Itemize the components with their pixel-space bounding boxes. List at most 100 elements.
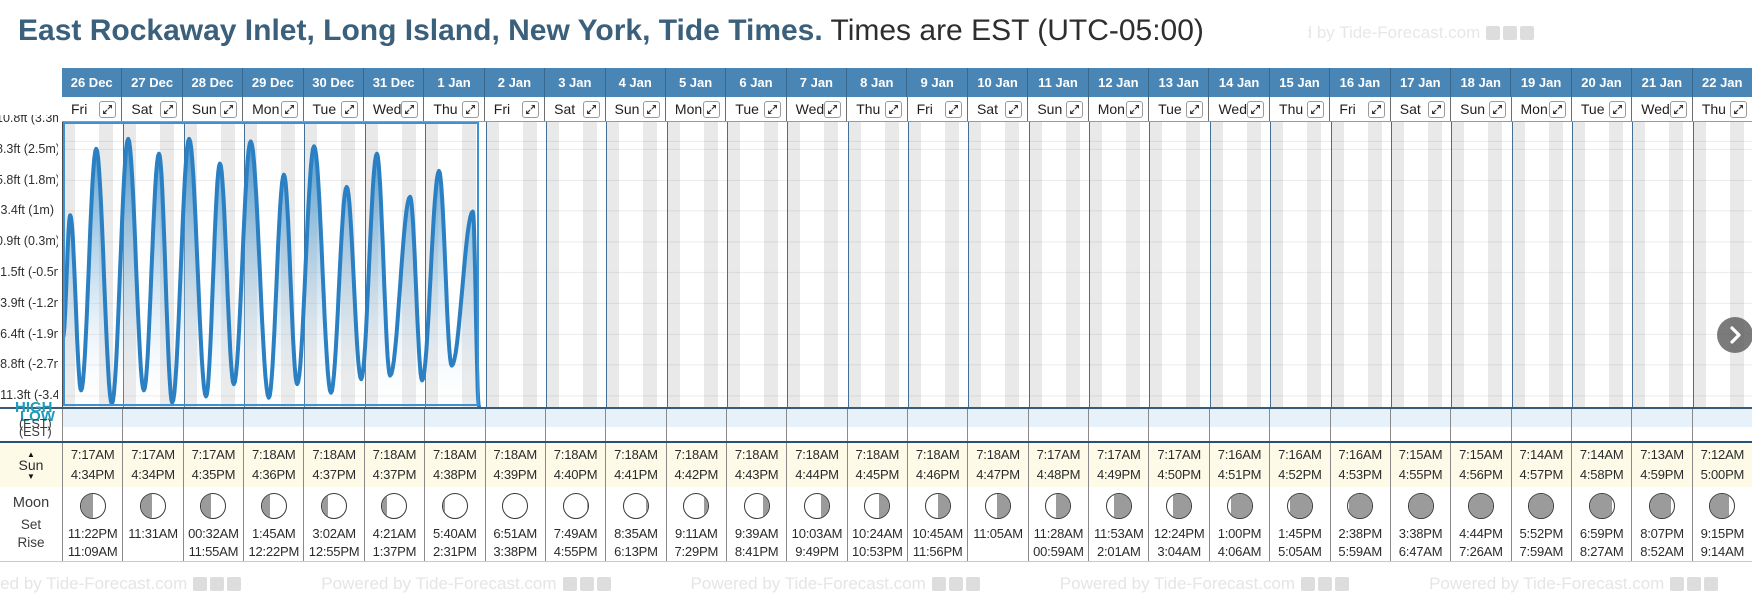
weekday-label: Sat xyxy=(131,101,153,117)
expand-icon[interactable] xyxy=(944,100,962,118)
expand-icon[interactable] xyxy=(1730,100,1748,118)
chart-day-column xyxy=(1451,122,1512,407)
sun-times-cell: 7:17AM 4:34PM xyxy=(62,443,122,487)
date-header: 11 Jan xyxy=(1027,68,1087,97)
sunset-time: 4:37PM xyxy=(372,467,417,482)
date-label: 14 Jan xyxy=(1218,75,1260,90)
moonrise-time: 7:29PM xyxy=(674,544,719,559)
sunset-time: 4:40PM xyxy=(553,467,598,482)
chart-day-column xyxy=(847,122,908,407)
moon-cell: 10:24AM 10:53PM xyxy=(846,487,907,561)
moon-shade xyxy=(996,494,1011,518)
date-label: 12 Jan xyxy=(1098,75,1139,90)
y-axis-label: 0.9ft (0.3m) xyxy=(0,234,58,249)
watermark-icons xyxy=(1670,577,1719,591)
weekday-label: Mon xyxy=(1097,101,1125,117)
sunset-time: 4:45PM xyxy=(855,467,900,482)
sun-times-cell: 7:15AM 4:56PM xyxy=(1450,443,1510,487)
expand-icon[interactable] xyxy=(824,100,842,118)
sunrise-time: 7:14AM xyxy=(1519,447,1564,462)
expand-icon[interactable] xyxy=(703,100,721,118)
sun-label: Sun xyxy=(18,456,44,473)
expand-icon[interactable] xyxy=(763,100,781,118)
expand-icon[interactable] xyxy=(461,100,479,118)
sun-times-cell: 7:18AM 4:44PM xyxy=(786,443,846,487)
expand-icon[interactable] xyxy=(582,100,600,118)
moonrise-time: 12:55PM xyxy=(308,544,360,559)
chart-day-column xyxy=(1149,122,1210,407)
moonrise-time: 4:06AM xyxy=(1217,544,1262,559)
expand-icon[interactable] xyxy=(1065,100,1083,118)
expand-icon[interactable] xyxy=(1609,100,1627,118)
sunrise-time: 7:18AM xyxy=(855,447,900,462)
y-axis-label: -1.5ft (-0.5m) xyxy=(0,265,58,279)
expand-icon[interactable] xyxy=(340,100,358,118)
moon-phase-icon xyxy=(1588,493,1615,519)
expand-icon[interactable] xyxy=(1126,100,1144,118)
expand-icon[interactable] xyxy=(522,100,540,118)
expand-icon[interactable] xyxy=(1669,100,1687,118)
watermark-icon xyxy=(1318,577,1333,591)
expand-icon[interactable] xyxy=(280,100,298,118)
sunset-time: 4:48PM xyxy=(1036,467,1081,482)
moonrise-time: 9:49PM xyxy=(795,544,839,559)
tide-line xyxy=(63,136,481,407)
day-cell: Tue xyxy=(725,97,785,121)
sunset-time: 4:35PM xyxy=(191,467,236,482)
chart-day-column xyxy=(1692,122,1752,407)
day-cell: Thu xyxy=(1691,97,1752,121)
sunset-time: 4:56PM xyxy=(1459,467,1503,482)
expand-icon[interactable] xyxy=(1428,100,1446,118)
expand-icon[interactable] xyxy=(1488,100,1506,118)
day-cell: Fri xyxy=(483,97,544,121)
moon-shade xyxy=(762,494,769,518)
expand-icon[interactable] xyxy=(220,100,238,118)
expand-icon[interactable] xyxy=(1005,100,1023,118)
day-cell: Wed xyxy=(1631,97,1692,121)
weekday-label: Sun xyxy=(1037,101,1063,117)
moonrise-time: 11:31AM xyxy=(128,526,178,541)
moon-shade xyxy=(1468,494,1493,518)
y-axis-label: -6.4ft (-1.9m) xyxy=(0,326,58,341)
expand-icon[interactable] xyxy=(642,100,660,118)
chart-day-column xyxy=(1571,122,1633,407)
sunset-time: 4:52PM xyxy=(1278,467,1322,482)
date-label: 17 Jan xyxy=(1400,75,1441,90)
moonrise-time: 11:55AM xyxy=(188,544,239,559)
expand-icon[interactable] xyxy=(1186,100,1204,118)
watermark-icon xyxy=(193,577,208,591)
weekday-label: Mon xyxy=(1520,101,1548,117)
sun-times-cell: 7:18AM 4:46PM xyxy=(907,443,967,487)
scroll-next-button[interactable] xyxy=(1717,317,1752,353)
moonset-time: 6:51AM xyxy=(493,526,537,541)
sunrise-time: 7:18AM xyxy=(614,447,658,462)
high-label: HIGH xyxy=(15,399,53,416)
date-header: 28 Dec xyxy=(181,68,242,97)
day-cell: Sun xyxy=(1450,97,1510,121)
chart-day-column xyxy=(485,122,546,407)
sun-times-cell: 7:12AM 5:00PM xyxy=(1691,443,1752,487)
date-label: 3 Jan xyxy=(558,75,592,90)
moon-phase-icon xyxy=(79,493,106,519)
moonrise-time: 11:56PM xyxy=(912,544,963,559)
watermark-icons xyxy=(1301,577,1350,591)
sunset-time: 4:55PM xyxy=(1398,467,1443,482)
moon-cell: 3:38PM 6:47AM xyxy=(1389,487,1450,561)
moon-phase-icon xyxy=(260,493,287,519)
expand-icon[interactable] xyxy=(884,100,902,118)
watermark-icon xyxy=(1520,26,1535,40)
date-label: 29 Dec xyxy=(251,75,294,90)
expand-icon[interactable] xyxy=(1367,100,1385,118)
moon-phase-icon xyxy=(1709,493,1736,519)
expand-icon[interactable] xyxy=(1247,100,1265,118)
expand-icon[interactable] xyxy=(1307,100,1325,118)
expand-icon[interactable] xyxy=(1548,100,1566,118)
expand-icon[interactable] xyxy=(99,100,117,118)
date-label: 10 Jan xyxy=(977,75,1018,90)
tide-times-cell xyxy=(1088,409,1149,441)
date-label: 2 Jan xyxy=(497,75,532,90)
expand-icon[interactable] xyxy=(159,100,177,118)
date-header: 20 Jan xyxy=(1570,68,1631,97)
expand-icon[interactable] xyxy=(401,100,419,118)
chart-day-column xyxy=(968,122,1029,407)
